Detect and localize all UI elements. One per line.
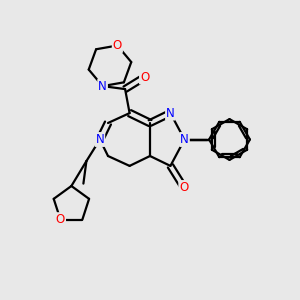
Text: N: N — [180, 133, 189, 146]
Text: O: O — [56, 213, 65, 226]
Text: O: O — [113, 39, 122, 52]
Text: N: N — [95, 133, 104, 146]
Text: N: N — [166, 106, 175, 120]
Text: O: O — [179, 181, 188, 194]
Text: N: N — [98, 80, 107, 93]
Text: O: O — [140, 70, 149, 84]
